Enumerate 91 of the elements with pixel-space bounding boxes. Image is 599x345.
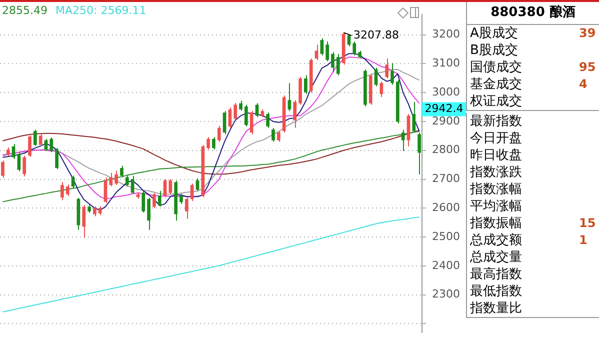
category-label: 指数涨跌 (470, 165, 522, 180)
candlestick (250, 110, 254, 135)
candlestick (390, 62, 394, 86)
candlestick (385, 58, 389, 79)
annotation: 2855.49 (2, 4, 48, 17)
candlestick (28, 134, 32, 158)
candlestick (158, 190, 162, 207)
candlestick (352, 40, 356, 56)
category-label: 最高指数 (470, 267, 522, 282)
candlestick (234, 102, 238, 121)
y-tick-label: 2800 (432, 143, 460, 156)
candlestick (276, 130, 280, 142)
y-tick-label: 3000 (432, 85, 460, 98)
candlestick (239, 100, 242, 112)
category-label: 指数量比 (470, 301, 522, 316)
category-label: 总成交量 (470, 250, 522, 265)
category-label: 国债成交 (470, 60, 522, 75)
y-tick-label: 2600 (432, 201, 460, 214)
candlestick (50, 136, 54, 153)
candlestick (114, 170, 118, 186)
text: 39 (579, 26, 596, 40)
candlestick (60, 182, 64, 201)
candlestick (326, 40, 330, 62)
candlestick (336, 53, 340, 76)
candlestick (320, 38, 324, 56)
category-label: 指数振幅 (470, 216, 522, 231)
y-tick-label: 3200 (432, 28, 460, 41)
category-label: 权证成交 (470, 94, 522, 109)
candlestick (12, 144, 16, 160)
y-tick-label: 3100 (432, 56, 460, 70)
candlestick (304, 74, 308, 95)
text: 95 (579, 60, 596, 74)
annotation: 2942.4 (424, 102, 464, 116)
y-tick-label: 2500 (432, 230, 460, 243)
candlestick (66, 184, 70, 197)
candlestick (190, 183, 194, 202)
candlestick (104, 177, 108, 204)
candlestick (288, 82, 292, 112)
candlestick (272, 127, 275, 142)
text: 15 (579, 216, 596, 230)
candlestick (418, 132, 421, 175)
candlestick (22, 155, 26, 177)
category-label: 总成交额 (470, 233, 522, 248)
candlestick (120, 165, 124, 178)
candlestick (412, 101, 416, 133)
candlestick (266, 112, 270, 128)
candlestick (331, 52, 334, 73)
candlestick (93, 206, 96, 217)
text: 4 (579, 77, 588, 91)
candlestick (374, 67, 378, 87)
candlestick (314, 44, 318, 60)
annotation: MA250: 2569.11 (55, 4, 146, 17)
y-tick-label: 2400 (432, 258, 460, 272)
candlestick (82, 204, 86, 238)
category-label: 指数涨幅 (470, 182, 522, 197)
candlestick (130, 175, 134, 195)
candlestick (142, 190, 146, 214)
category-label: 昨日收盘 (470, 148, 522, 163)
candlestick (152, 192, 156, 209)
candlestick (55, 148, 58, 170)
text: 1 (579, 233, 588, 247)
candlestick (33, 129, 37, 147)
y-tick-label: 2300 (432, 288, 460, 301)
candlestick (401, 129, 405, 152)
candlestick (109, 172, 113, 187)
y-tick-label: 2900 (432, 114, 460, 128)
candlestick (212, 136, 216, 150)
category-label: 基金成交 (470, 77, 522, 92)
category-label: 最低指数 (470, 284, 522, 299)
category-label: B股成交 (470, 43, 518, 58)
candlestick (244, 104, 248, 127)
candlestick (206, 136, 210, 150)
category-label: 最新指数 (470, 114, 522, 129)
annotation: 3207.88 (354, 28, 400, 42)
candlestick (222, 110, 226, 135)
candlestick (184, 196, 188, 220)
candlestick (217, 125, 221, 142)
category-label: 平均涨幅 (470, 199, 522, 214)
candlestick (125, 175, 129, 187)
candlestick (293, 100, 297, 128)
category-label: A股成交 (470, 26, 518, 41)
candlestick (255, 102, 259, 118)
candlestick (147, 197, 150, 230)
candlestick (380, 81, 384, 98)
category-label: 今日开盘 (470, 131, 522, 146)
y-tick-label: 2700 (432, 172, 460, 186)
candlestick (38, 134, 42, 147)
candlestick (1, 160, 4, 178)
text: 880380 酿酒 (467, 2, 599, 25)
candlestick (168, 178, 172, 195)
candlestick (180, 193, 183, 204)
